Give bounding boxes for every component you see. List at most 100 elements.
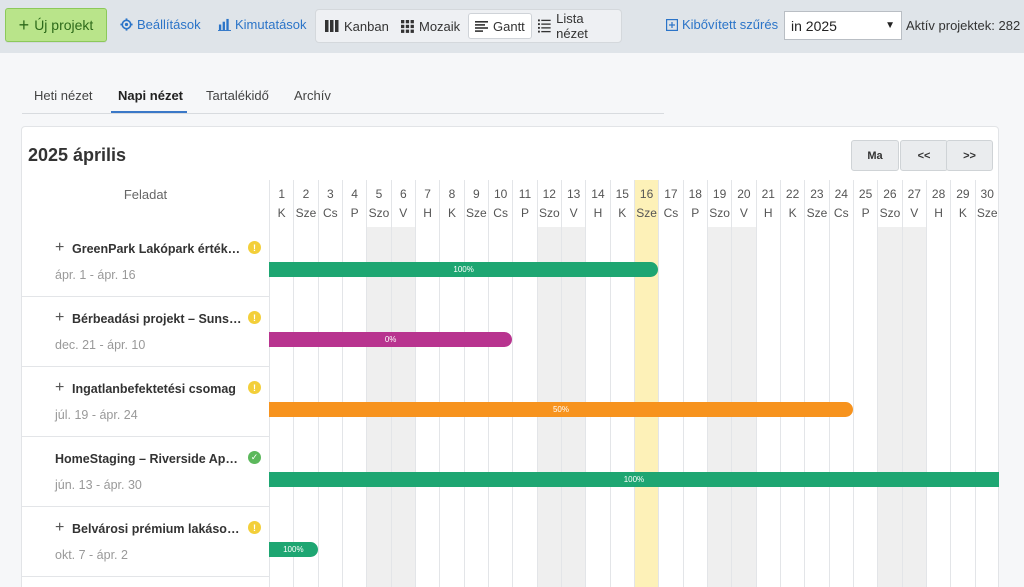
year-select[interactable]: in 2025 ▼: [784, 11, 902, 40]
view-switcher: Kanban Mozaik Gantt Lista nézet: [315, 9, 622, 43]
task-name[interactable]: Ingatlanbefektetési csomag: [72, 382, 236, 396]
day-cell: [854, 227, 877, 587]
next-month-button[interactable]: >>: [946, 140, 993, 171]
tab-buffer-time[interactable]: Tartalékidő: [206, 88, 269, 103]
tab-archive[interactable]: Archív: [294, 88, 331, 103]
view-gantt-label: Gantt: [493, 18, 525, 34]
day-column: 21 H: [755, 180, 780, 587]
day-number: 10: [493, 187, 508, 201]
day-header: 3 Cs: [319, 180, 342, 227]
list-icon: [538, 19, 551, 33]
day-name: K: [618, 206, 627, 220]
view-mosaic-button[interactable]: Mozaik: [395, 13, 466, 39]
day-name: Sze: [295, 206, 317, 220]
day-header: 9 Sze: [465, 180, 488, 227]
day-header: 25 P: [854, 180, 877, 227]
day-column: 28 H: [925, 180, 950, 587]
grid-icon: [401, 19, 414, 33]
task-row[interactable]: + Belvárosi prémium lakások k! okt. 7 - áp…: [22, 507, 269, 577]
day-column: 30 Sze: [974, 180, 999, 587]
progress-label: 100%: [283, 545, 304, 554]
expand-plus-icon[interactable]: +: [55, 379, 65, 396]
prev-month-button[interactable]: <<: [900, 140, 948, 171]
task-row[interactable]: + Ingatlanbefektetési csomag! júl. 19 - áp…: [22, 367, 269, 437]
day-name: H: [423, 206, 432, 220]
day-cell: [902, 227, 926, 587]
day-column: 15 K: [609, 180, 634, 587]
tab-daily[interactable]: Napi nézet: [118, 88, 184, 103]
expand-plus-icon[interactable]: +: [55, 519, 65, 536]
warning-icon: !: [248, 311, 261, 324]
day-header: 29 K: [951, 180, 974, 227]
task-progress-bar[interactable]: 100%: [269, 262, 659, 277]
day-name: P: [691, 206, 700, 220]
reports-link[interactable]: Kimutatások: [218, 17, 307, 32]
day-name: K: [788, 206, 797, 220]
task-progress-bar[interactable]: 100%: [269, 542, 318, 557]
day-name: V: [739, 206, 748, 220]
day-header: 30 Sze: [976, 180, 999, 227]
day-name: Szo: [538, 206, 560, 220]
progress-label: 50%: [552, 405, 569, 414]
task-name[interactable]: HomeStaging – Riverside Apartman: [55, 452, 243, 466]
day-number: 6: [399, 187, 407, 201]
day-name: H: [934, 206, 943, 220]
task-dates: dec. 21 - ápr. 10: [55, 338, 146, 352]
gantt-grid: 1 K 2 Sze 3 Cs 4 P 5 Szo 6 V 7 H 8 K 9 Sze 10 Cs 11 P 12 Szo 13 V…: [269, 180, 999, 587]
day-number: 3: [326, 187, 334, 201]
day-header: 5 Szo: [367, 180, 390, 227]
task-row[interactable]: HomeStaging – Riverside Apartman ✓ jún. 13…: [22, 437, 269, 507]
day-number: 30: [980, 187, 994, 201]
day-number: 19: [712, 187, 727, 201]
gantt-panel: [21, 126, 999, 587]
task-progress-bar[interactable]: 0%: [269, 332, 513, 347]
task-row[interactable]: + GreenPark Lakópark értékesítése! ápr. 1 …: [22, 227, 269, 297]
day-name: Cs: [833, 206, 849, 220]
active-projects-count: Aktív projektek: 282: [906, 18, 1021, 33]
expand-plus-icon[interactable]: +: [55, 239, 65, 256]
new-project-button[interactable]: + Új projekt: [5, 8, 107, 42]
day-column: 11 P: [512, 180, 536, 587]
day-header: 14 H: [586, 180, 609, 227]
day-number: 16: [639, 187, 654, 201]
day-column: 12 Szo: [536, 180, 561, 587]
day-column: 26 Szo: [877, 180, 902, 587]
view-kanban-button[interactable]: Kanban: [319, 13, 395, 39]
task-progress-bar[interactable]: 100%: [269, 472, 999, 487]
settings-label: Beállítások: [137, 17, 201, 32]
view-gantt-button[interactable]: Gantt: [468, 13, 532, 39]
task-progress-bar[interactable]: 50%: [269, 402, 853, 417]
day-name: P: [520, 206, 529, 220]
day-column: 16 Sze: [633, 180, 659, 587]
tab-weekly[interactable]: Heti nézet: [34, 88, 93, 103]
task-name[interactable]: GreenPark Lakópark értékesítése: [72, 242, 243, 256]
day-cell: [927, 227, 950, 587]
advanced-filter-link[interactable]: Kibővített szűrés: [666, 17, 778, 32]
day-cell: [878, 227, 902, 587]
day-column: 24 Cs: [828, 180, 853, 587]
day-number: 1: [278, 187, 285, 201]
day-name: K: [958, 206, 967, 220]
day-header: 26 Szo: [878, 180, 901, 227]
top-toolbar: + Új projekt Beállítások Kimutatások Kan…: [0, 0, 1024, 53]
task-name[interactable]: Bérbeadási projekt – Sunshine: [72, 312, 243, 326]
day-number: 28: [931, 187, 946, 201]
day-number: 22: [785, 187, 800, 201]
expand-plus-icon[interactable]: +: [55, 309, 65, 326]
day-header: 23 Sze: [805, 180, 828, 227]
day-column: 13 V: [560, 180, 586, 587]
task-name[interactable]: Belvárosi prémium lakások k: [72, 522, 243, 536]
day-header: 11 P: [513, 180, 536, 227]
today-button[interactable]: Ma: [851, 140, 899, 171]
view-list-button[interactable]: Lista nézet: [532, 11, 621, 41]
day-header: 21 H: [757, 180, 780, 227]
settings-link[interactable]: Beállítások: [120, 17, 201, 32]
day-column: 14 H: [585, 180, 609, 587]
task-dates: jún. 13 - ápr. 30: [55, 478, 142, 492]
task-row[interactable]: + Bérbeadási projekt – Sunshine! dec. 21 -…: [22, 297, 269, 367]
